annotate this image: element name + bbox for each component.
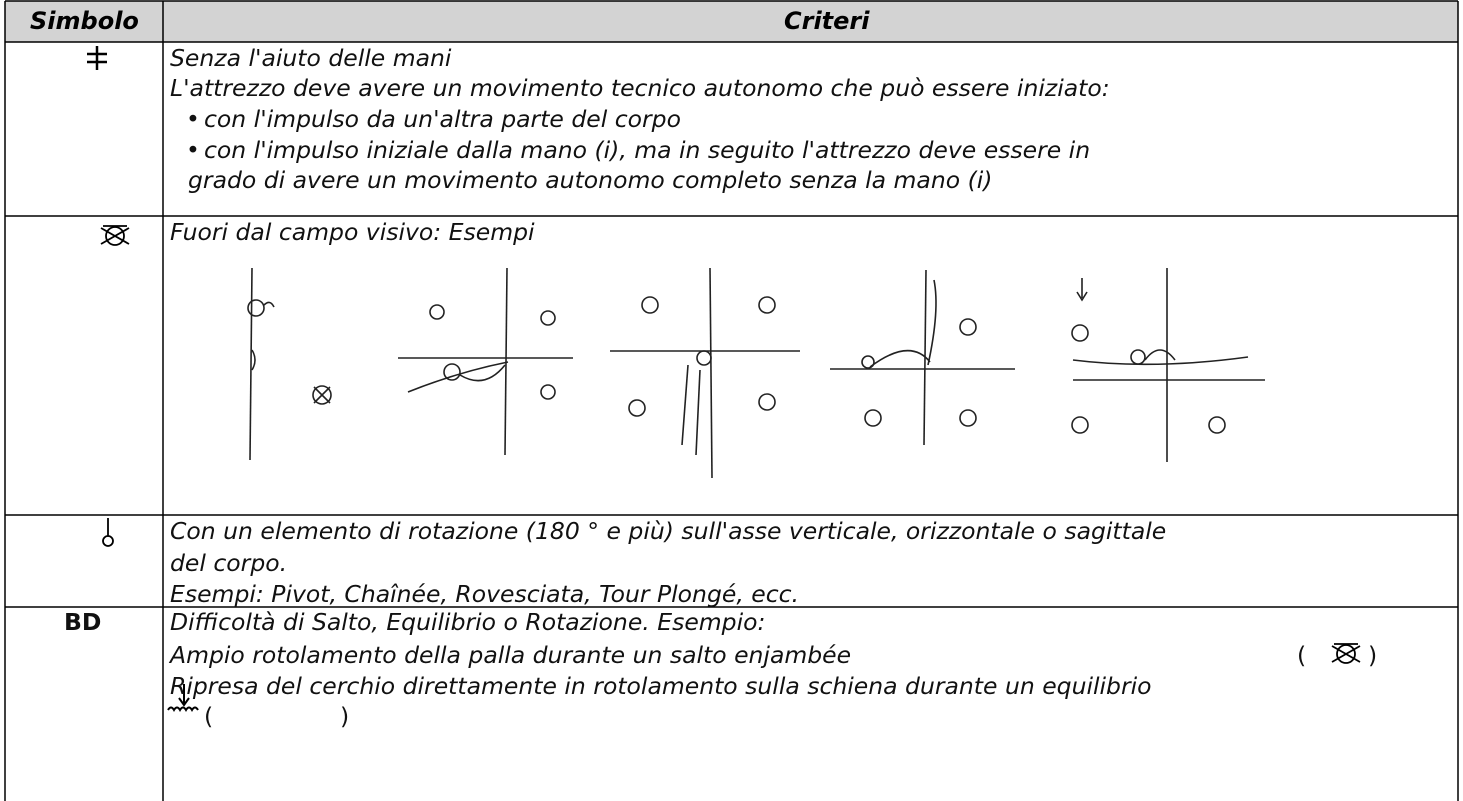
sketch-3 — [610, 267, 800, 479]
criteria-line: Difficoltà di Salto, Equilibrio o Rotazi… — [170, 608, 766, 636]
symbol-text: BD — [64, 608, 102, 636]
paren: ) — [1368, 641, 1378, 669]
criteria-line: Ripresa del cerchio direttamente in roto… — [170, 672, 1152, 700]
paren: ( — [1297, 641, 1307, 669]
symbol-out-of-view — [100, 225, 130, 246]
sketch-2 — [398, 267, 573, 456]
criteria-line: del corpo. — [170, 549, 288, 577]
sketch-4 — [830, 269, 1015, 446]
header-cell: Simbolo — [30, 7, 139, 35]
sketch-1 — [247, 267, 332, 461]
bullet-dot: • — [186, 136, 200, 164]
criteria-bullet: con l'impulso iniziale dalla mano (i), m… — [204, 136, 1091, 164]
criteria-line: Fuori dal campo visivo: Esempi — [170, 218, 535, 246]
criteria-line: Con un elemento di rotazione (180 ° e pi… — [170, 517, 1167, 545]
criteria-line: grado di avere un movimento autonomo com… — [188, 166, 993, 194]
header-bg — [5, 1, 1458, 42]
header-cell: Criteri — [784, 7, 870, 35]
criteria-bullet: con l'impulso da un'altra parte del corp… — [204, 105, 681, 133]
symbol-rotation — [102, 518, 114, 547]
criteria-line: L'attrezzo deve avere un movimento tecni… — [170, 74, 1110, 102]
paren: ) — [340, 702, 350, 730]
criteria-line: Ampio rotolamento della palla durante un… — [170, 641, 852, 669]
symbol-no-hands — [87, 46, 107, 70]
symbol-out-of-view-inline — [1331, 643, 1361, 664]
criteria-line: Senza l'aiuto delle mani — [170, 44, 452, 72]
paren: ( — [204, 702, 214, 730]
sketch-5 — [1071, 268, 1265, 462]
bullet-dot: • — [186, 105, 200, 133]
example-sketches — [247, 267, 1265, 479]
symbol-roll-on-back — [167, 684, 199, 712]
criteria-line: Esempi: Pivot, Chaînée, Rovesciata, Tour… — [170, 580, 800, 608]
grid — [4, 0, 1459, 801]
